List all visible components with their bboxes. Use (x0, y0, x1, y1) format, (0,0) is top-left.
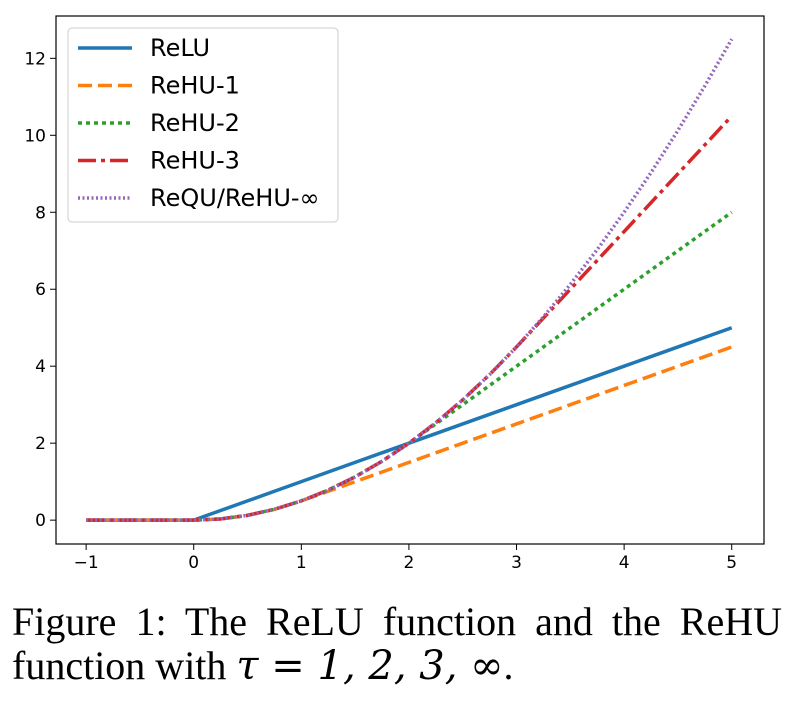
y-tick-label: 6 (35, 280, 46, 300)
caption-text: Figure 1: The ReLU function and the ReHU… (12, 599, 782, 688)
legend-label: ReHU-2 (150, 109, 240, 137)
x-tick-label: 4 (619, 553, 630, 573)
series-line-rehu-3 (86, 114, 734, 522)
caption-end: . (503, 643, 514, 688)
legend-label: ReLU (150, 34, 210, 62)
y-tick-label: 8 (35, 203, 46, 223)
y-tick-label: 0 (35, 511, 46, 531)
caption-math: τ = 1, 2, 3, ∞ (236, 643, 504, 689)
series-line-relu (86, 326, 733, 522)
series-line-rehu-1 (86, 345, 733, 522)
y-tick-label: 4 (35, 357, 46, 377)
legend-label: ReHU-1 (150, 72, 240, 100)
x-tick-label: 2 (404, 553, 415, 573)
x-axis: −1 0 1 2 3 4 5 (74, 544, 737, 573)
x-tick-label: 1 (296, 553, 307, 573)
figure-caption: Figure 1: The ReLU function and the ReHU… (12, 599, 782, 689)
x-tick-label: 3 (511, 553, 522, 573)
y-axis: 0 2 4 6 8 10 12 (24, 49, 56, 531)
x-tick-label: 0 (188, 553, 199, 573)
y-tick-label: 10 (24, 126, 46, 146)
plot-lines (86, 38, 734, 522)
legend-label: ReQU/ReHU-∞ (150, 184, 320, 212)
y-tick-label: 2 (35, 434, 46, 454)
axes-frame (55, 15, 765, 545)
legend-box (67, 27, 339, 223)
legend-label: ReHU-3 (150, 147, 240, 175)
x-tick-label: −1 (74, 553, 99, 573)
legend: ReLU ReHU-1 ReHU-2 ReHU-3 ReQU/ReHU-∞ (67, 27, 339, 223)
x-tick-label: 5 (726, 553, 737, 573)
series-line-rehu-2 (86, 210, 733, 522)
series-line-requ-rehu- (86, 38, 734, 522)
y-tick-label: 12 (24, 49, 46, 69)
